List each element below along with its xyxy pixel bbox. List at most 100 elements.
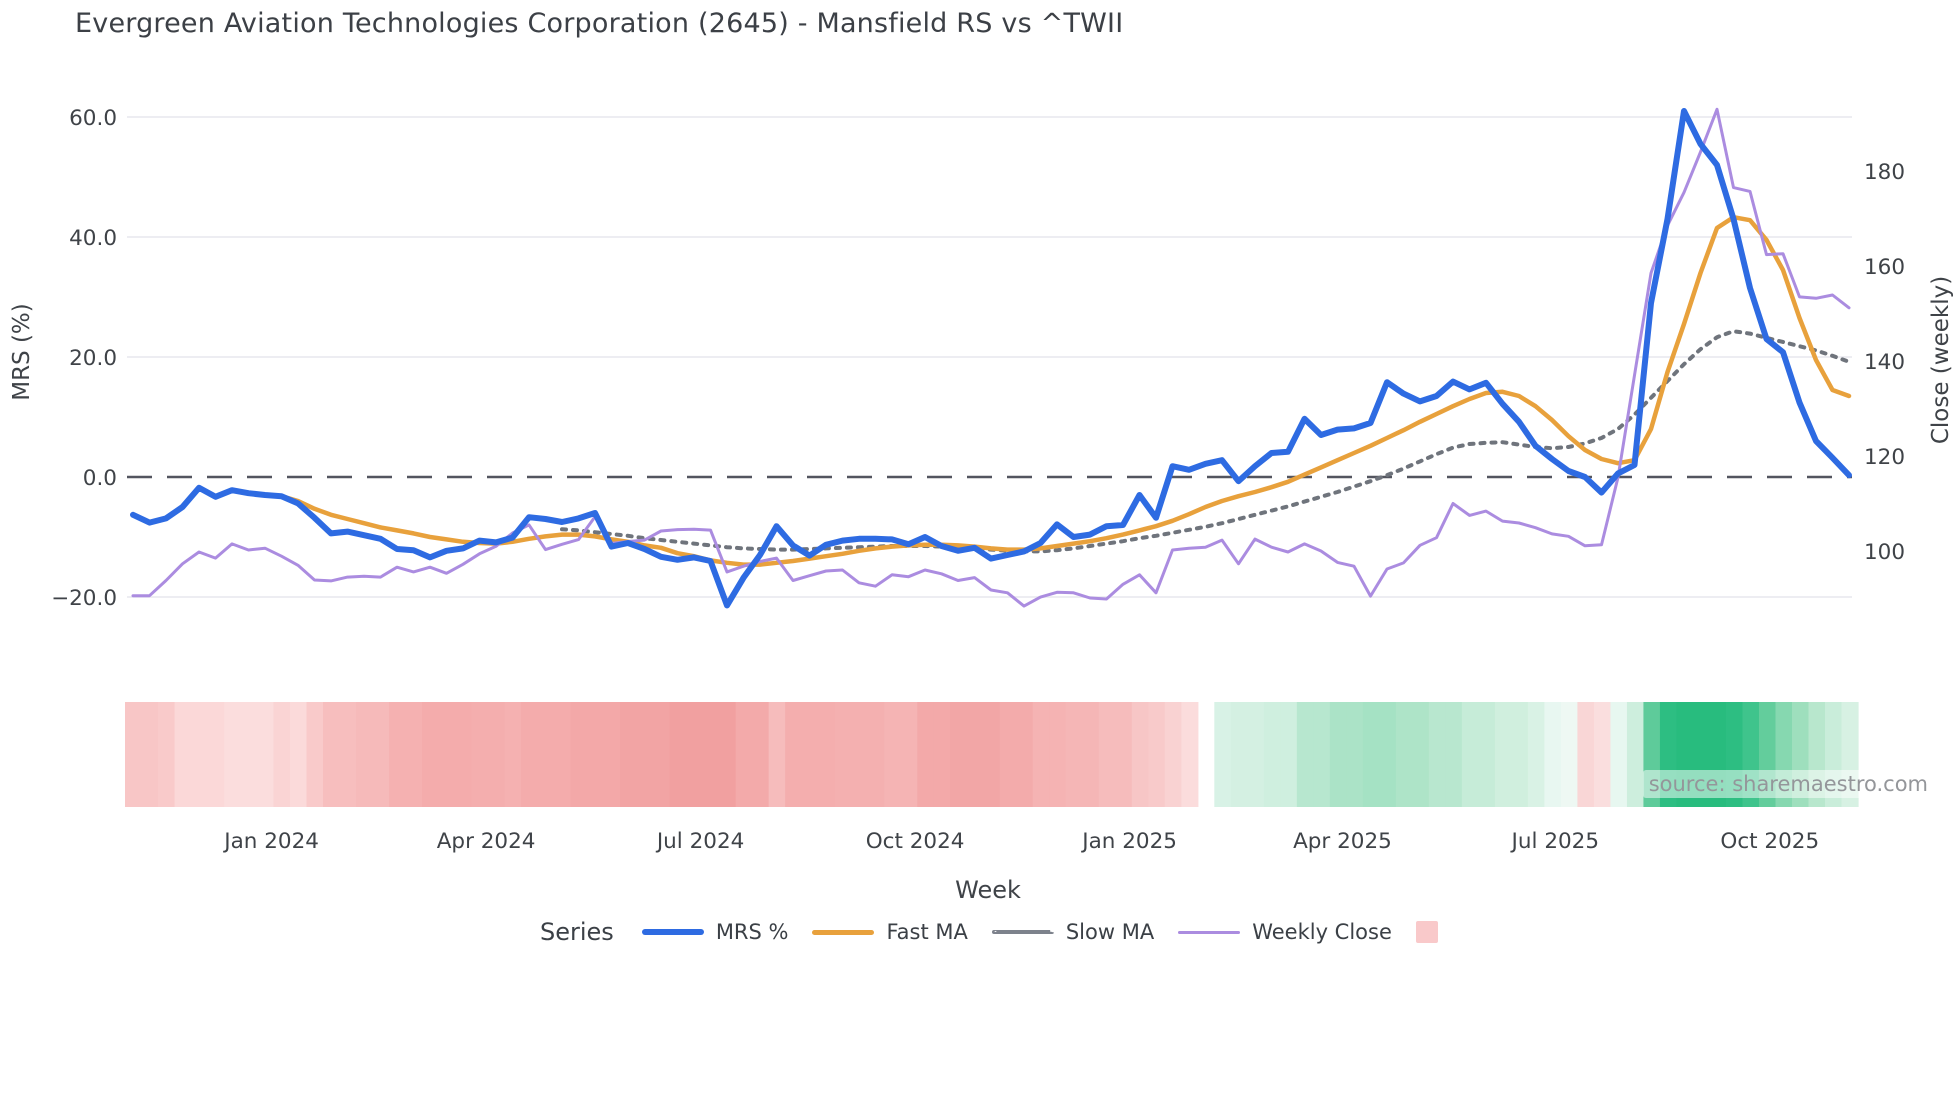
heatmap-cell: [125, 702, 143, 807]
series-slow-ma-line: [560, 329, 1851, 554]
heatmap-cell: [768, 702, 786, 807]
heatmap-cell: [1280, 702, 1298, 807]
legend-item-label: Weekly Close: [1252, 920, 1392, 944]
heatmap-cell: [801, 702, 819, 807]
right-axis-tick: 120: [1864, 445, 1905, 470]
right-axis-tick: 100: [1864, 540, 1905, 565]
x-axis-tick: Apr 2025: [1293, 829, 1392, 854]
heatmap-cell: [1346, 702, 1364, 807]
heatmap-cell: [1214, 702, 1232, 807]
heatmap-cell: [1379, 702, 1397, 807]
heatmap-cell: [933, 702, 951, 807]
heatmap-cell: [1296, 702, 1314, 807]
heatmap-cell: [273, 702, 291, 807]
heatmap-cell: [537, 702, 555, 807]
heatmap-cell: [950, 702, 968, 807]
left-axis-tick: −20.0: [51, 586, 117, 611]
heatmap-cell: [422, 702, 440, 807]
heatmap-cell: [257, 702, 275, 807]
heatmap-cell: [1577, 702, 1595, 807]
heatmap-cell: [1032, 702, 1050, 807]
legend-item-fast-ma[interactable]: Fast MA: [812, 920, 968, 944]
heatmap-cell: [1544, 702, 1562, 807]
legend-item-mrs-[interactable]: MRS %: [641, 920, 788, 944]
left-axis-tick: 60.0: [69, 106, 117, 131]
heatmap-cell: [290, 702, 308, 807]
heatmap-cell: [851, 702, 869, 807]
heatmap-cell: [966, 702, 984, 807]
heatmap-cell: [1428, 702, 1446, 807]
heatmap-cell: [1626, 702, 1645, 807]
heatmap-cell: [1445, 702, 1463, 807]
heatmap-cell: [1115, 702, 1133, 807]
heatmap-cell: [1230, 702, 1248, 807]
heatmap-cell: [554, 702, 572, 807]
heatmap-cell: [158, 702, 176, 807]
heatmap-cell: [1560, 702, 1579, 807]
legend-item-slow-ma[interactable]: Slow MA: [991, 920, 1154, 944]
heatmap-cell: [521, 702, 539, 807]
x-axis-tick: Jul 2025: [1510, 829, 1600, 854]
left-axis-tick: 20.0: [69, 346, 117, 371]
heatmap-cell: [1329, 702, 1347, 807]
heatmap-cell: [1511, 702, 1529, 807]
x-axis-tick: Jul 2024: [655, 829, 745, 854]
x-axis-tick: Oct 2024: [866, 829, 965, 854]
x-axis-tick: Apr 2024: [437, 829, 536, 854]
heatmap-cell: [471, 702, 489, 807]
heatmap-cell: [636, 702, 654, 807]
line-swatch: [991, 930, 1054, 934]
heatmap-cell: [603, 702, 621, 807]
heatmap-cell: [917, 702, 935, 807]
heatmap-cell: [438, 702, 456, 807]
heatmap-cell: [141, 702, 159, 807]
series-weekly-close-line: [131, 107, 1851, 608]
series-mrs--line: [130, 108, 1852, 609]
heatmap-cell: [1478, 702, 1496, 807]
heatmap-cell: [240, 702, 258, 807]
heatmap-cell: [1164, 702, 1182, 807]
heatmap-cell: [653, 702, 671, 807]
heatmap-cell: [1049, 702, 1067, 807]
right-axis-title: Close (weekly): [1928, 275, 1954, 445]
heatmap-cell: [1395, 702, 1413, 807]
heatmap-cell: [884, 702, 902, 807]
heatmap-cell: [999, 702, 1017, 807]
heatmap-cell: [1131, 702, 1149, 807]
heatmap-cell: [207, 702, 225, 807]
heatmap-cell: [900, 702, 918, 807]
heatmap-cell: [356, 702, 374, 807]
heatmap-cell: [389, 702, 407, 807]
chart-title: Evergreen Aviation Technologies Corporat…: [75, 8, 1124, 39]
heatmap-swatch: [1415, 921, 1438, 943]
heatmap-cell: [1313, 702, 1331, 807]
heatmap-cell: [669, 702, 687, 807]
right-axis-tick: 140: [1864, 350, 1905, 375]
heatmap-cell: [620, 702, 638, 807]
heatmap-cell: [1247, 702, 1265, 807]
heatmap-cell: [587, 702, 605, 807]
heatmap-cell: [174, 702, 192, 807]
heatmap-cell: [339, 702, 357, 807]
heatmap-cell: [1065, 702, 1083, 807]
heatmap-cell: [1263, 702, 1281, 807]
left-axis-tick: 40.0: [69, 226, 117, 251]
x-axis-tick: Jan 2025: [1080, 829, 1177, 854]
heatmap-cell: [1016, 702, 1034, 807]
heatmap-cell: [488, 702, 506, 807]
heatmap-cell: [785, 702, 803, 807]
legend-item-heatmap[interactable]: [1415, 921, 1438, 943]
heatmap-cell: [834, 702, 852, 807]
heatmap-cell: [719, 702, 737, 807]
left-axis-title: MRS (%): [9, 303, 35, 401]
right-axis-tick: 180: [1864, 160, 1905, 185]
left-axis-tick: 0.0: [83, 466, 117, 491]
heatmap-cell: [818, 702, 836, 807]
heatmap-cell: [983, 702, 1001, 807]
heatmap-cell: [306, 702, 324, 807]
legend-item-label: Fast MA: [886, 920, 968, 944]
line-swatch: [641, 929, 704, 935]
heatmap-cell: [405, 702, 423, 807]
legend-item-weekly-close[interactable]: Weekly Close: [1178, 920, 1392, 944]
legend: Series MRS % Fast MA Slow MA Weekly Close: [540, 918, 1438, 946]
